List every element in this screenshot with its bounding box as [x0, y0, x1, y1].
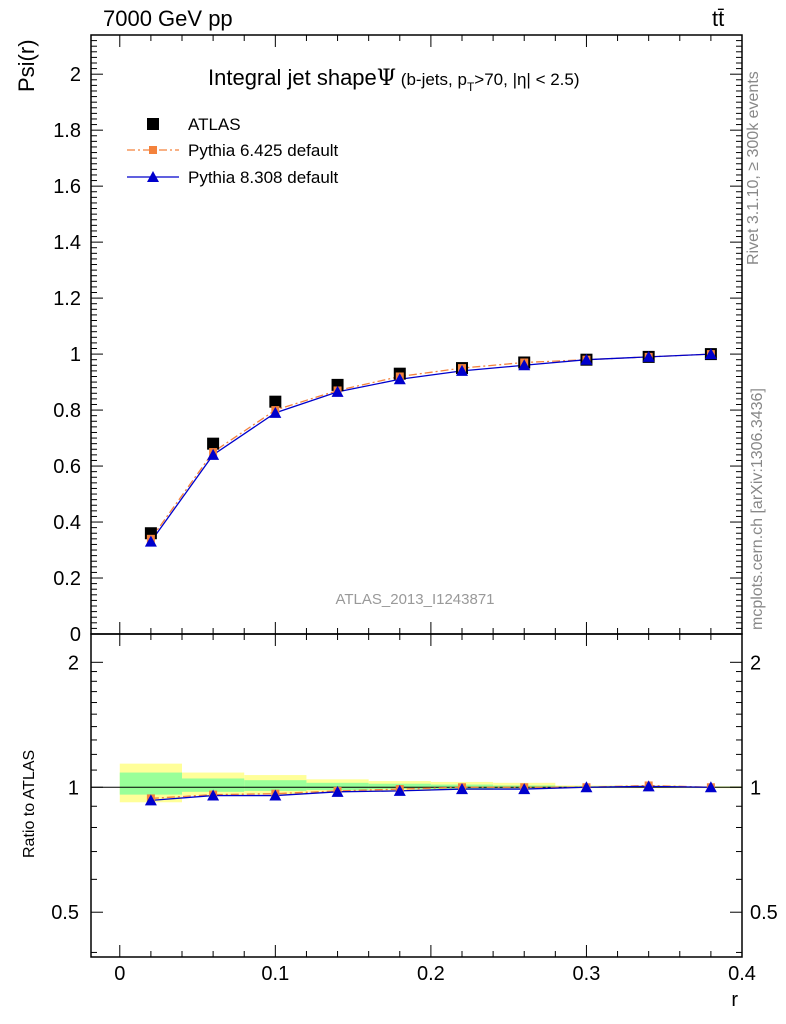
ratio-point-pythia8	[331, 785, 344, 797]
data-point-pythia8	[456, 364, 468, 376]
ratio-y-tick-label: 2	[68, 652, 79, 674]
analysis-watermark: ATLAS_2013_I1243871	[335, 591, 494, 608]
legend-marker-pythia8	[147, 171, 159, 182]
x-tick-label: 0.2	[417, 963, 445, 985]
ratio-plot-frame	[90, 633, 743, 958]
x-tick-label: 0.3	[573, 963, 601, 985]
process-label: tt̄	[712, 6, 725, 31]
data-point-pythia8	[518, 359, 531, 371]
ratio-y-tick-label-right: 2	[750, 652, 761, 674]
main-y-tick-label: 2	[70, 64, 81, 86]
ratio-y-tick-label-right: 0.5	[750, 902, 778, 924]
series-line-pythia6	[150, 353, 711, 540]
main-y-tick-label: 0.4	[53, 512, 81, 534]
ratio-line-pythia8	[150, 785, 711, 801]
ratio-point-pythia8	[580, 781, 593, 793]
legend-label: Pythia 6.425 default	[188, 141, 339, 160]
data-point-pythia8	[580, 353, 593, 365]
x-tick-label: 0	[114, 963, 125, 985]
data-point-pythia8	[331, 385, 344, 397]
ratio-point-pythia8	[642, 780, 655, 792]
ratio-y-ticks	[91, 661, 742, 953]
main-y-tick-label: 0.2	[53, 568, 81, 590]
data-point-pythia8	[144, 535, 157, 547]
ratio-y-tick-label: 1	[68, 777, 79, 799]
legend: ATLAS Pythia 6.425 default Pythia 8.308 de…	[127, 115, 339, 187]
ratio-point-pythia8	[704, 781, 717, 793]
ratio-point-pythia8	[269, 789, 282, 801]
data-point-pythia8	[207, 448, 220, 460]
main-y-tick-label: 0.8	[53, 400, 81, 422]
energy-label: 7000 GeV pp	[103, 6, 233, 31]
data-point-atlas	[269, 395, 282, 408]
ratio-point-pythia8	[207, 789, 220, 801]
data-point-pythia8	[393, 373, 406, 385]
main-y-tick-label: 0.6	[53, 456, 81, 478]
data-point-pythia8	[642, 350, 655, 362]
ratio-green-band	[119, 772, 182, 795]
x-axis-label: r	[731, 989, 738, 1011]
x-ticks	[119, 35, 743, 957]
ratio-point-pythia8	[393, 784, 406, 796]
ratio-green-band	[182, 778, 245, 792]
main-y-tick-label: 1.6	[53, 176, 81, 198]
ratio-point-pythia8	[518, 783, 531, 795]
ratio-y-tick-label-right: 1	[750, 777, 761, 799]
legend-marker-atlas	[147, 118, 159, 130]
legend-label: Pythia 8.308 default	[188, 168, 339, 187]
main-y-tick-label: 1	[70, 344, 81, 366]
ratio-point-pythia8	[456, 783, 468, 795]
chart-title: Integral jet shapeΨ (b-jets, pT>70, |η| …	[208, 65, 580, 94]
main-y-tick-label: 1.2	[53, 288, 81, 310]
x-tick-label: 0.4	[728, 963, 756, 985]
data-point-pythia8	[704, 348, 717, 360]
ratio-point-pythia8	[144, 794, 157, 806]
ratio-y-tick-label: 0.5	[51, 902, 79, 924]
main-y-tick-label: 0	[70, 624, 81, 646]
legend-marker-pythia6	[149, 146, 157, 154]
series-line-pythia8	[150, 353, 711, 543]
main-y-tick-label: 1.8	[53, 120, 81, 142]
ratio-green-band	[244, 780, 307, 791]
x-tick-label: 0.1	[261, 963, 289, 985]
data-point-atlas	[207, 437, 220, 450]
main-y-tick-label: 1.4	[53, 232, 81, 254]
main-y-ticks	[91, 40, 742, 635]
legend-label: ATLAS	[188, 115, 241, 134]
data-point-pythia8	[269, 406, 282, 418]
